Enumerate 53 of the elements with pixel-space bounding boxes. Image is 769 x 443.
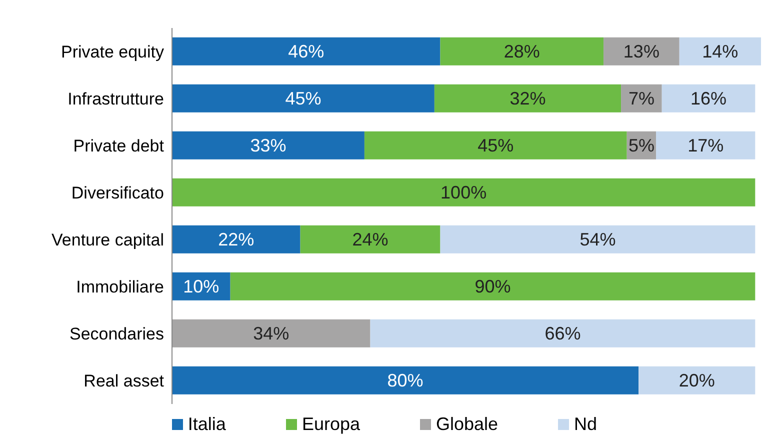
bar	[172, 131, 364, 160]
bar	[440, 37, 604, 66]
bar	[434, 84, 622, 112]
data-label: 5%	[628, 136, 654, 156]
bar	[172, 225, 300, 254]
y-tick-label: Private debt	[73, 136, 164, 156]
bar	[370, 319, 756, 348]
data-label: 13%	[623, 42, 660, 62]
bar	[638, 366, 756, 394]
y-tick-label: Secondaries	[69, 324, 164, 344]
data-label: 66%	[544, 324, 581, 344]
y-tick-label: Infrastrutture	[68, 90, 164, 109]
data-label: 24%	[352, 230, 388, 250]
data-label: 7%	[628, 88, 654, 109]
bar	[440, 225, 756, 254]
data-label: 33%	[250, 136, 286, 156]
data-label: 10%	[183, 276, 220, 297]
y-tick-label: Immobiliare	[76, 278, 164, 297]
bar	[230, 272, 756, 300]
data-label: 45%	[478, 136, 514, 156]
bar	[300, 225, 440, 254]
legend-label: Globale	[435, 414, 498, 435]
data-label: 14%	[702, 42, 738, 62]
data-label: 16%	[690, 88, 727, 109]
data-label: 45%	[285, 88, 322, 109]
bar	[172, 319, 370, 348]
y-tick-label: Private equity	[61, 42, 164, 62]
data-label: 32%	[510, 88, 546, 109]
bar	[679, 37, 761, 66]
data-label: 17%	[688, 136, 724, 156]
bar	[604, 37, 680, 66]
bar	[364, 131, 627, 160]
bar	[172, 84, 434, 112]
bar	[662, 84, 756, 112]
data-label: 46%	[288, 42, 324, 62]
data-label: 34%	[253, 324, 290, 344]
legend-label: Europa	[300, 414, 360, 435]
bar	[656, 131, 756, 160]
bar	[172, 366, 639, 394]
y-tick-label: Venture capital	[52, 230, 164, 250]
data-label: 22%	[218, 230, 254, 250]
data-label: 90%	[474, 276, 511, 297]
data-label: 54%	[580, 230, 616, 250]
y-tick-label: Diversificato	[71, 184, 164, 203]
data-label: 100%	[440, 182, 487, 203]
legend-label: Nd	[573, 414, 598, 435]
data-label: 28%	[504, 42, 540, 62]
data-label: 80%	[387, 370, 424, 391]
bar	[172, 37, 440, 66]
legend-label: Italia	[186, 414, 226, 435]
data-label: 20%	[678, 370, 715, 391]
y-tick-label: Real asset	[84, 372, 164, 391]
bar	[172, 178, 756, 206]
